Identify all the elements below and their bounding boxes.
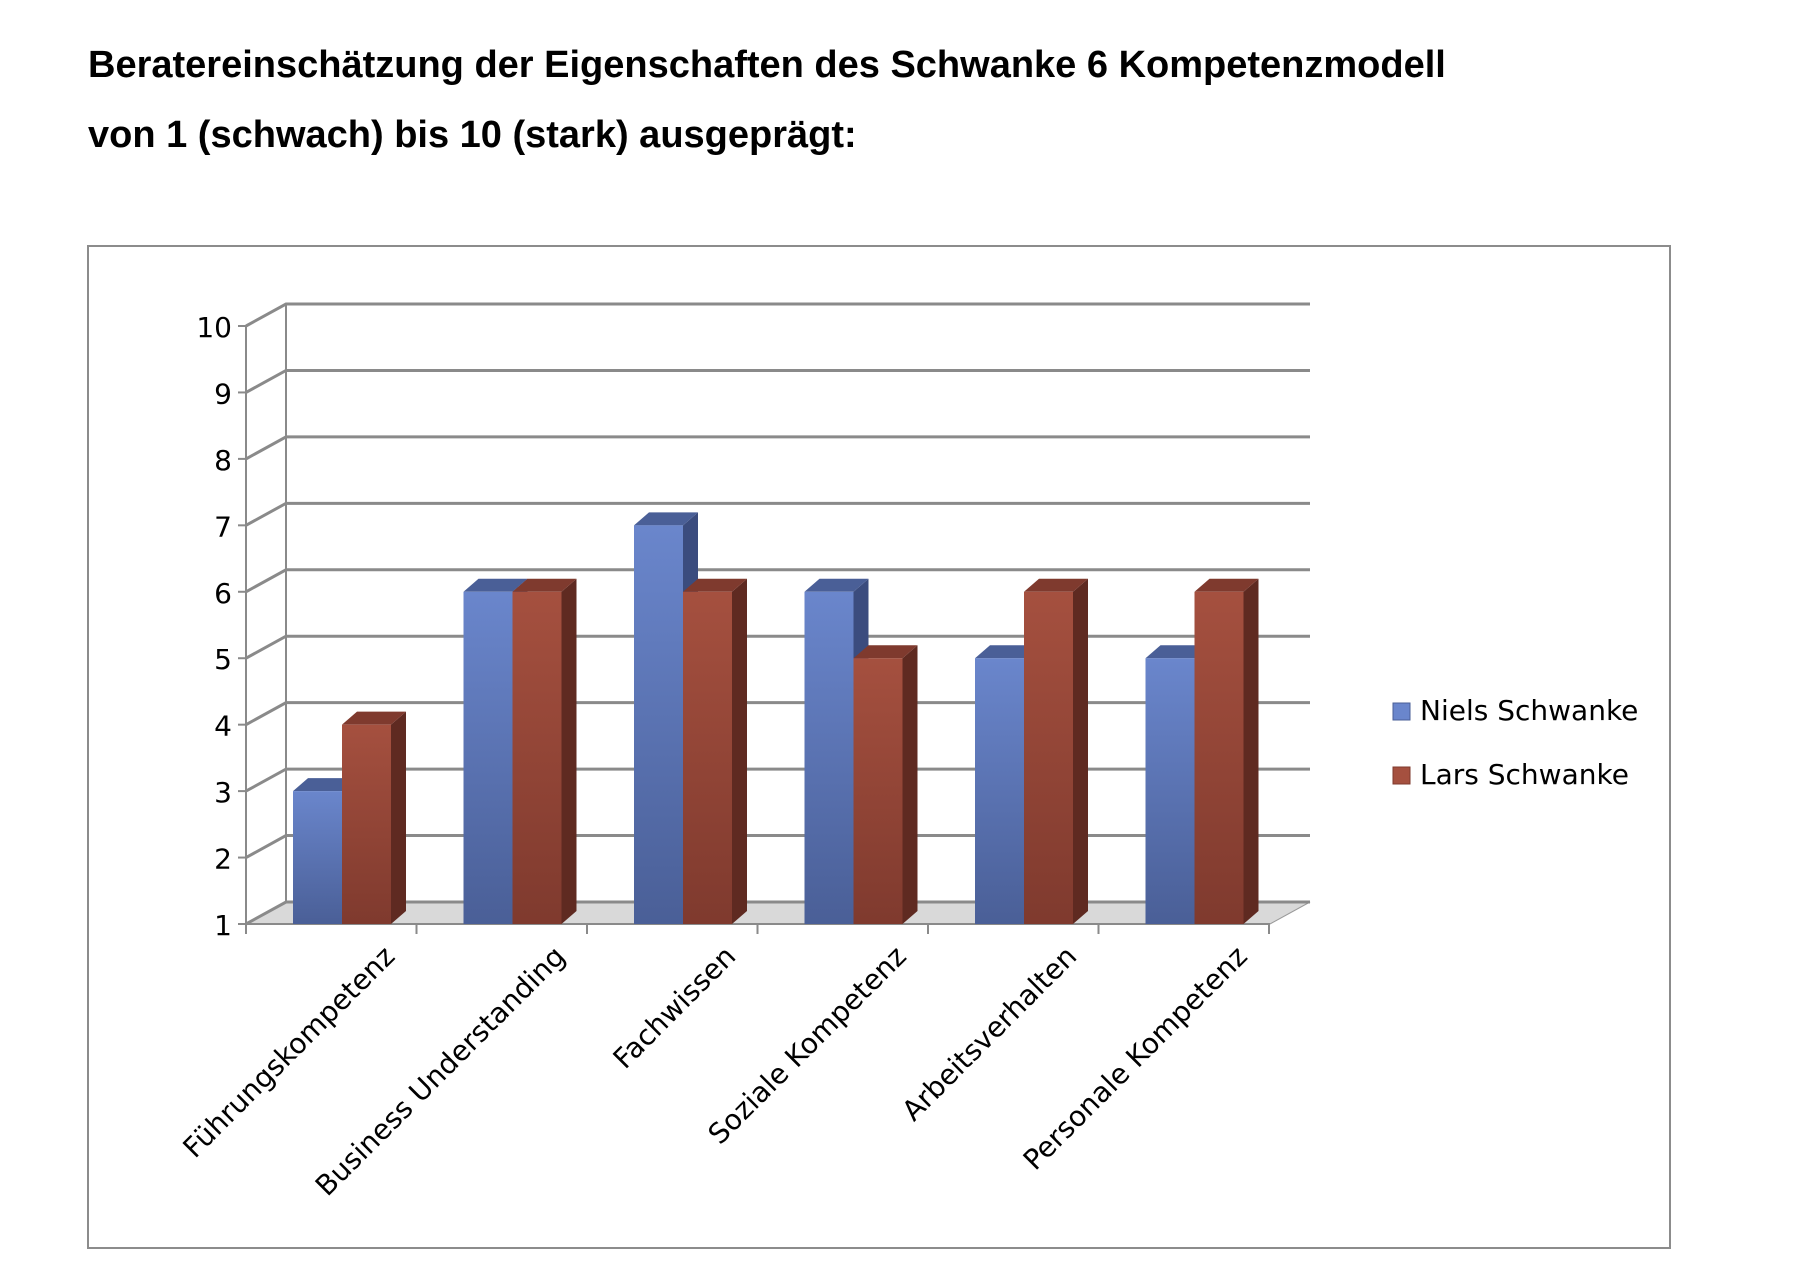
legend-label: Niels Schwanke <box>1420 694 1638 727</box>
bar-front-face <box>293 791 342 924</box>
y-tick-label: 1 <box>214 909 232 942</box>
y-tick-label: 2 <box>214 843 232 876</box>
bar-front-face <box>1194 591 1244 924</box>
bar-top-face <box>1145 645 1210 659</box>
bar-front-face <box>683 591 732 924</box>
title-line-1: Beratereinschätzung der Eigenschaften de… <box>88 44 1446 86</box>
bar-top-face <box>975 645 1039 659</box>
bar-lars-4 <box>1024 578 1088 924</box>
bar-lars-1 <box>512 578 577 924</box>
bar-front-face <box>463 591 513 924</box>
gridline <box>245 501 1310 527</box>
bar-top-face <box>463 578 528 592</box>
bar-top-face <box>683 578 747 592</box>
x-tick-label: Arbeitsverhalten <box>895 940 1083 1128</box>
legend-swatch <box>1392 702 1411 721</box>
legend-swatch <box>1392 766 1411 785</box>
bar-lars-2 <box>683 578 747 924</box>
y-tick-label: 8 <box>214 444 232 477</box>
bar-side-face <box>732 578 747 924</box>
bar-side-face <box>902 645 918 924</box>
y-tick-label: 5 <box>214 643 232 676</box>
y-tick-label: 6 <box>214 577 232 610</box>
bar-lars-3 <box>853 645 918 924</box>
bar-side-face <box>1073 578 1088 924</box>
legend: Niels Schwanke Lars Schwanke <box>1392 694 1638 791</box>
gridline <box>245 568 1310 594</box>
bar-front-face <box>634 525 683 924</box>
gridline <box>245 435 1310 461</box>
document-title: Beratereinschätzung der Eigenschaften de… <box>88 30 1446 170</box>
bar-lars-5 <box>1194 578 1259 924</box>
bar-top-face <box>634 512 698 526</box>
title-line-2: von 1 (schwach) bis 10 (stark) ausgepräg… <box>88 114 857 156</box>
bar-front-face <box>512 591 562 924</box>
bar-top-face <box>342 711 406 725</box>
y-tick-label: 10 <box>196 311 232 344</box>
bar-top-face <box>512 578 577 592</box>
y-tick-label: 3 <box>214 776 232 809</box>
legend-label: Lars Schwanke <box>1420 758 1629 791</box>
gridline <box>245 302 1310 328</box>
bar-front-face <box>853 658 903 924</box>
bar-front-face <box>1145 658 1195 924</box>
bar-front-face <box>975 658 1024 924</box>
bar-side-face <box>391 711 406 924</box>
bar-front-face <box>342 724 391 924</box>
gridline <box>245 368 1310 394</box>
bar-top-face <box>804 578 869 592</box>
y-tick-label: 9 <box>214 377 232 410</box>
bar-top-face <box>1194 578 1259 592</box>
bar-front-face <box>804 591 854 924</box>
bar-top-face <box>853 645 918 659</box>
bar-front-face <box>1024 591 1073 924</box>
bar-side-face <box>561 578 577 924</box>
axes: 1 2 3 4 5 6 7 8 9 10 <box>196 304 1270 942</box>
bar-top-face <box>293 778 357 792</box>
y-tick-label: 7 <box>214 510 232 543</box>
x-tick-label: Fachwissen <box>607 940 743 1076</box>
bar-side-face <box>1243 578 1259 924</box>
bars <box>293 512 1259 924</box>
bar-lars-0 <box>342 711 406 924</box>
bar-top-face <box>1024 578 1088 592</box>
y-tick-label: 4 <box>214 710 232 743</box>
